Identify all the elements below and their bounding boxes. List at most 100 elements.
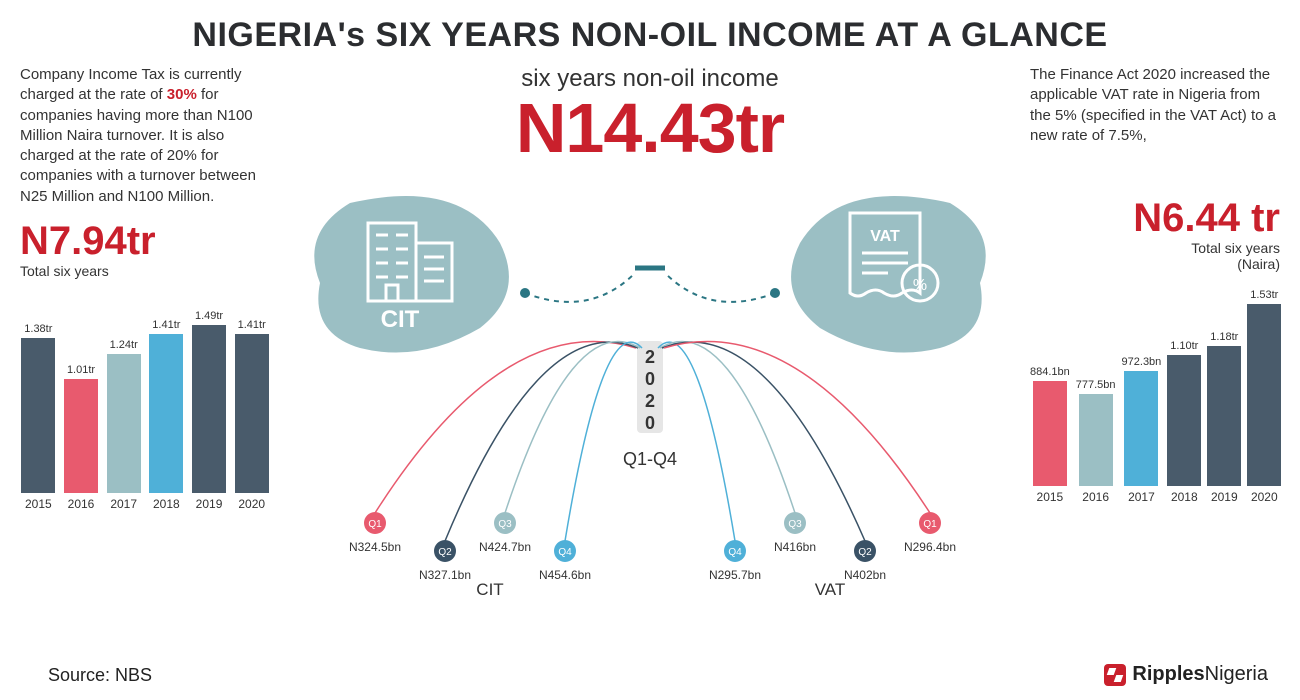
center-panel: six years non-oil income N14.43tr CIT [290,61,1010,621]
quarter-badge: Q1 N324.5bn [349,512,401,554]
quarter-badge: Q2N402bn [844,540,886,582]
quarter-badge: Q3 N424.7bn [479,512,531,554]
bar-value: 1.38tr [24,323,52,335]
right-panel: The Finance Act 2020 increased the appli… [1010,61,1300,621]
bar-label: 2019 [196,497,223,511]
svg-text:N402bn: N402bn [844,568,886,582]
vat-blob: VAT % [791,196,986,352]
bar-rect [64,379,98,493]
svg-text:Q3: Q3 [788,519,802,530]
bar-rect [1207,346,1241,486]
bar-label: 2018 [1171,490,1198,504]
brand-logo: RipplesNigeria [1104,663,1268,686]
cit-rate-emphasis: 30% [167,86,197,103]
cit-blob-label: CIT [381,306,420,333]
connector-lines [520,268,780,302]
brand-icon [1104,664,1126,686]
brand-regular: Nigeria [1205,663,1268,685]
bar-label: 2017 [110,497,137,511]
vat-total-caption: Total six years (Naira) [1030,240,1280,272]
bar-rect [192,325,226,493]
bar-value: 884.1bn [1030,366,1070,378]
svg-text:N424.7bn: N424.7bn [479,540,531,554]
page-title: NIGERIA's SIX YEARS NON-OIL INCOME AT A … [0,0,1300,61]
svg-text:Q4: Q4 [728,547,742,558]
bar-rect [1247,304,1281,486]
cit-total-value: N7.94tr [20,221,270,261]
bar-col: 1.41tr 2018 [148,319,185,511]
svg-text:Q2: Q2 [438,547,452,558]
quarter-badge: Q4 N295.7bn [709,540,761,582]
bar-col: 1.01tr 2016 [63,364,100,511]
cit-total-caption: Total six years [20,263,270,279]
bar-rect [107,354,141,493]
bar-value: 1.41tr [238,319,266,331]
svg-text:2: 2 [645,391,655,411]
bar-value: 777.5bn [1076,379,1116,391]
svg-text:N416bn: N416bn [774,540,816,554]
cit-arc-label: CIT [476,580,503,599]
bar-rect [1167,355,1201,486]
quarter-badge: Q2N327.1bn [419,540,471,582]
bar-value: 1.49tr [195,310,223,322]
bar-value: 1.41tr [152,319,180,331]
center-diagram: CIT VAT % [290,163,1010,603]
bar-value: 1.53tr [1250,289,1278,301]
svg-text:0: 0 [645,413,655,433]
bar-col: 1.41tr 2020 [233,319,270,511]
bar-label: 2018 [153,497,180,511]
left-panel: Company Income Tax is currently charged … [0,61,290,621]
bar-col: 1.49tr 2019 [191,310,228,511]
bar-value: 972.3bn [1122,356,1162,368]
svg-text:%: % [913,277,927,294]
cit-blob: CIT [314,196,509,352]
year-label-group: 2 0 2 0 Q1-Q4 [623,341,677,469]
vat-arc-label: VAT [815,580,846,599]
svg-text:0: 0 [645,369,655,389]
bar-col: 1.24tr 2017 [105,339,142,511]
svg-text:VAT: VAT [870,228,900,245]
svg-text:N296.4bn: N296.4bn [904,540,956,554]
source-label: Source: NBS [48,665,152,686]
bar-col: 972.3bn 2017 [1122,356,1162,504]
cit-desc-post: for companies having more than N100 Mill… [20,86,256,204]
bar-label: 2016 [68,497,95,511]
quarter-badge: Q1 N296.4bn [904,512,956,554]
main-grid: Company Income Tax is currently charged … [0,61,1300,621]
cit-bar-chart: 1.38tr 2015 1.01tr 2016 1.24tr 2017 1.41tr 2018… [20,291,270,511]
bar-value: 1.24tr [110,339,138,351]
headline-total: N14.43tr [290,93,1010,163]
bar-rect [149,334,183,493]
bar-value: 1.10tr [1170,340,1198,352]
svg-text:Q1: Q1 [368,519,382,530]
bar-rect [1079,394,1113,486]
svg-text:N295.7bn: N295.7bn [709,568,761,582]
bar-rect [235,334,269,493]
bar-value: 1.01tr [67,364,95,376]
cit-description: Company Income Tax is currently charged … [20,65,270,207]
svg-text:2: 2 [645,347,655,367]
bar-value: 1.18tr [1210,331,1238,343]
quarter-badge: Q4 N454.6bn [539,540,591,582]
brand-bold: Ripples [1132,663,1204,685]
vat-bar-chart: 884.1bn 2015 777.5bn 2016 972.3bn 2017 1.10tr 2… [1030,284,1280,504]
bar-label: 2017 [1128,490,1155,504]
bar-label: 2015 [1037,490,1064,504]
bar-col: 777.5bn 2016 [1076,379,1116,504]
svg-text:Q3: Q3 [498,519,512,530]
bar-label: 2015 [25,497,52,511]
svg-text:N324.5bn: N324.5bn [349,540,401,554]
bar-label: 2019 [1211,490,1238,504]
svg-text:Q4: Q4 [558,547,572,558]
bar-rect [1124,371,1158,486]
bar-rect [21,338,55,493]
quarters-caption: Q1-Q4 [623,449,677,469]
bar-col: 1.18tr 2019 [1207,331,1241,504]
svg-text:N454.6bn: N454.6bn [539,568,591,582]
svg-text:Q1: Q1 [923,519,937,530]
bar-label: 2016 [1082,490,1109,504]
vat-description: The Finance Act 2020 increased the appli… [1030,65,1280,146]
bar-label: 2020 [238,497,265,511]
bar-col: 884.1bn 2015 [1030,366,1070,504]
bar-col: 1.38tr 2015 [20,323,57,511]
